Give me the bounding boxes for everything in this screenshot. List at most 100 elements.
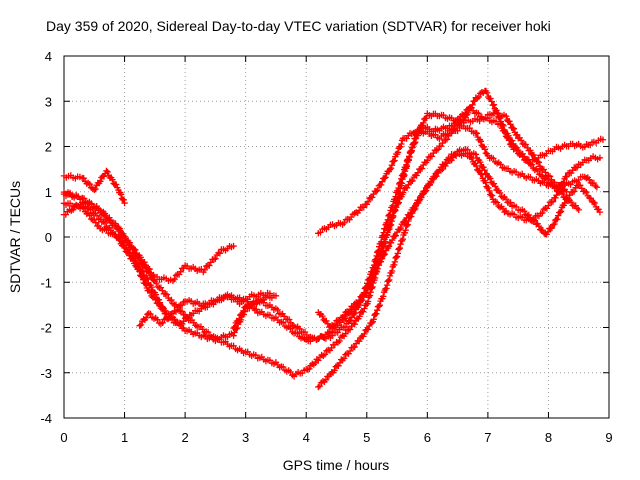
marker-track-6-3-3 (174, 306, 181, 313)
marker-track-8-3-3 (361, 330, 368, 338)
y-tick-label-7: 3 (45, 94, 52, 109)
marker-track-9-8-0 (412, 203, 419, 210)
marker-track-3-35-3 (586, 176, 593, 183)
marker-track-9-15-7 (507, 199, 514, 206)
marker-track-8-4-4 (373, 310, 380, 317)
marker-track-9-13-0 (472, 151, 479, 158)
marker-track-9-1-3 (331, 320, 339, 328)
marker-track-8-6-15 (404, 221, 411, 228)
marker-track-9-23-6 (595, 206, 602, 213)
marker-track-5-4-9 (144, 267, 151, 275)
marker-track-5-3-12 (129, 245, 137, 252)
marker-track-7-11-6 (403, 163, 411, 170)
marker-track-3-16-4 (321, 351, 329, 358)
marker-track-1-1-1 (80, 175, 87, 182)
x-tick-label-8: 8 (545, 430, 552, 445)
marker-track-4-5-1 (152, 291, 159, 298)
y-axis-label: SDTVAR / TECUs (7, 181, 23, 293)
marker-track-2-6-5 (177, 268, 184, 275)
marker-track-9-17-7 (531, 217, 538, 224)
marker-track-9-5-2 (377, 258, 385, 265)
marker-track-9-8-1 (413, 200, 420, 207)
marker-track-10-6-12 (398, 140, 405, 148)
y-tick-label-3: -1 (40, 275, 52, 290)
marker-track-5-3-5 (121, 233, 128, 240)
marker-track-8-6-5 (397, 241, 404, 248)
marker-track-3-22-4 (405, 181, 412, 188)
marker-track-10-4-1 (364, 198, 372, 205)
marker-track-8-5-16 (393, 254, 400, 261)
marker-track-9-14-2 (487, 175, 494, 182)
marker-track-6-1-1 (147, 310, 154, 318)
marker-track-8-13-8 (486, 187, 493, 195)
marker-track-9-6-4 (392, 232, 399, 239)
marker-track-8-18-4 (545, 202, 552, 209)
marker-track-10-12-4 (464, 109, 472, 117)
marker-track-8-1-3 (331, 367, 338, 374)
marker-track-5-2-10 (112, 220, 119, 227)
marker-track-4-14-2 (294, 330, 301, 337)
marker-track-8-2-8 (351, 343, 358, 351)
marker-track-7-8-16 (375, 253, 382, 261)
marker-track-9-23-0 (587, 195, 594, 202)
marker-track-9-3-6 (360, 292, 367, 300)
marker-track-3-15-2 (306, 365, 313, 373)
marker-track-7-19-7 (510, 125, 517, 132)
marker-track-8-5-14 (391, 258, 399, 266)
marker-track-8-14-4 (496, 204, 504, 211)
marker-track-7-7-6 (351, 309, 359, 317)
marker-track-10-4-4 (369, 194, 376, 201)
marker-track-9-4-8 (370, 273, 377, 281)
marker-track-9-20-0 (551, 220, 558, 228)
marker-track-7-7-3 (348, 314, 355, 321)
marker-track-10-6-4 (391, 157, 398, 164)
marker-track-9-15-4 (502, 195, 510, 203)
marker-track-3-17-2 (336, 337, 343, 345)
marker-track-3-18-4 (356, 313, 363, 320)
marker-track-8-5-2 (383, 285, 390, 292)
marker-track-7-11-17 (410, 139, 418, 146)
marker-track-3-18-0 (351, 321, 358, 328)
marker-track-8-18-0 (539, 209, 546, 217)
marker-track-10-17-0 (515, 146, 522, 154)
y-tick-label-0: -4 (40, 411, 52, 426)
marker-track-5-6-6 (178, 308, 186, 315)
y-axis-ticks: -4 -3 -2 -1 0 1 2 3 4 (40, 49, 609, 426)
x-axis-label: GPS time / hours (283, 457, 390, 473)
marker-track-10-15-7 (496, 114, 504, 122)
marker-track-10-14-2 (483, 89, 491, 97)
marker-track-4-30-5 (534, 167, 541, 175)
marker-track-7-0-9 (240, 307, 247, 314)
marker-track-8-18-7 (549, 198, 557, 205)
marker-track-8-6-8 (399, 236, 406, 243)
marker-track-9-5-10 (385, 243, 393, 250)
marker-track-8-19-9 (560, 179, 567, 186)
marker-track-7-9-3 (378, 245, 385, 252)
y-tick-label-1: -3 (40, 366, 52, 381)
marker-track-8-20-0 (563, 173, 570, 180)
marker-track-10-5-3 (379, 178, 386, 185)
marker-track-5-5-8 (163, 291, 171, 298)
marker-track-10-4-8 (374, 187, 381, 194)
marker-track-10-6-1 (388, 162, 396, 169)
marker-track-8-3-9 (368, 319, 375, 327)
marker-track-5-3-11 (128, 244, 135, 251)
marker-track-3-22-3 (403, 184, 411, 191)
marker-track-7-12-8 (420, 119, 427, 127)
marker-track-2-end (230, 242, 237, 250)
marker-track-8-13-7 (485, 184, 492, 192)
marker-track-7-19-3 (506, 118, 513, 125)
marker-track-8-19-8 (559, 180, 566, 188)
marker-track-2-8-11 (216, 250, 224, 257)
marker-track-9-13-8 (481, 167, 488, 174)
marker-track-10-6-3 (390, 158, 397, 165)
marker-track-8-13-0 (478, 171, 485, 178)
y-tick-label-6: 2 (45, 140, 52, 155)
marker-track-1-3-1 (104, 168, 111, 176)
marker-track-5-4-10 (145, 268, 152, 276)
marker-track-3-16-0 (315, 357, 322, 364)
marker-track-10-6-11 (397, 143, 404, 150)
marker-track-7-20-5 (522, 141, 529, 148)
marker-track-7-7-2 (347, 317, 354, 324)
